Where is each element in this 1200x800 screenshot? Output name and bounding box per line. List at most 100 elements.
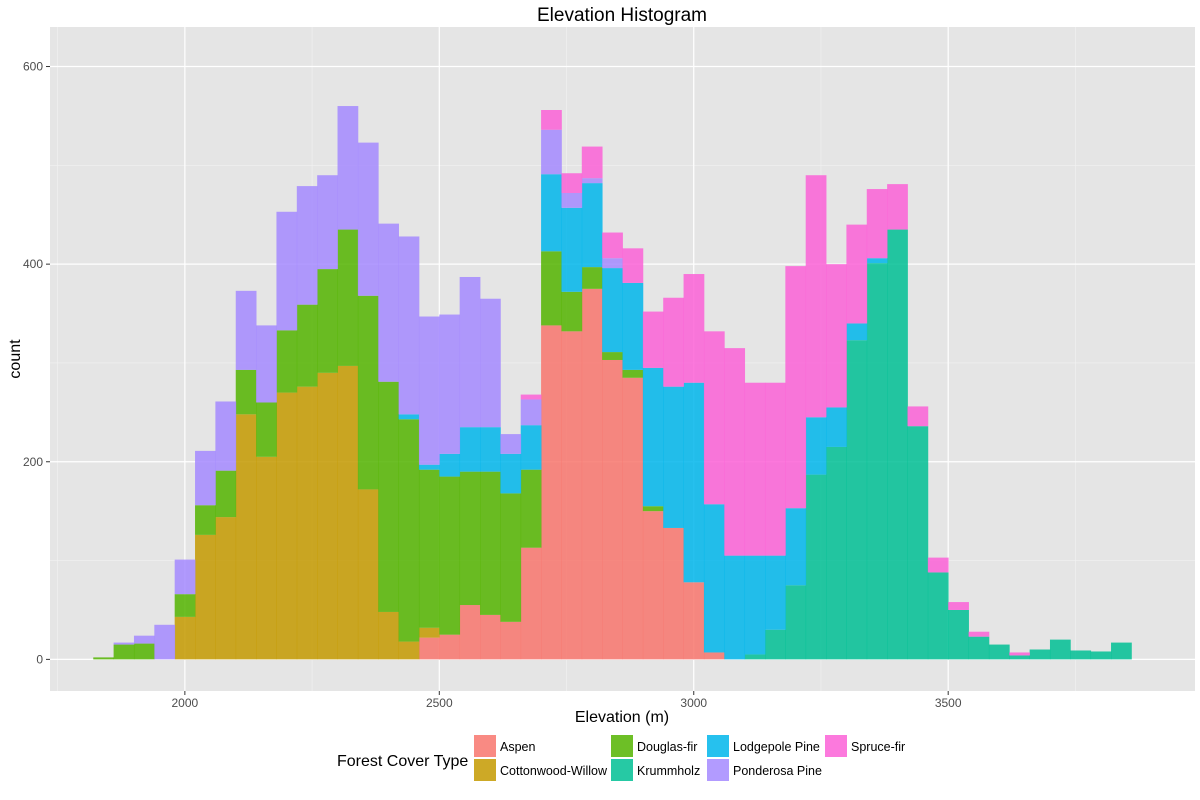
legend-label-ponderosa-pine: Ponderosa Pine — [733, 764, 822, 778]
bar-ponderosa-pine — [154, 624, 176, 660]
bar-ponderosa-pine — [215, 401, 237, 471]
legend-swatch-cottonwood-willow — [474, 759, 496, 781]
bar-ponderosa-pine — [439, 314, 461, 454]
bar-krummholz — [744, 654, 766, 660]
bar-cottonwood-willow — [276, 392, 298, 660]
bar-lodgepole-pine — [541, 174, 562, 252]
bar-lodgepole-pine — [724, 555, 746, 660]
bar-douglas-fir — [337, 229, 359, 366]
bar-ponderosa-pine — [602, 258, 623, 269]
bar-aspen — [683, 582, 705, 660]
legend-swatch-aspen — [474, 735, 496, 757]
bar-spruce-fir — [622, 248, 644, 283]
legend-swatch-ponderosa-pine — [707, 759, 729, 781]
bar-krummholz — [968, 636, 990, 660]
bar-cottonwood-willow — [398, 641, 420, 660]
histogram-bars — [93, 106, 1132, 660]
bar-spruce-fir — [602, 232, 623, 259]
bar-aspen — [663, 527, 684, 660]
bar-spruce-fir — [785, 266, 807, 509]
bar-aspen — [622, 377, 644, 660]
bar-krummholz — [927, 572, 949, 660]
bar-aspen — [418, 637, 440, 660]
bar-lodgepole-pine — [622, 282, 644, 370]
bar-krummholz — [785, 585, 807, 660]
bar-douglas-fir — [317, 269, 338, 373]
bar-lodgepole-pine — [480, 427, 501, 472]
bar-douglas-fir — [256, 402, 277, 457]
bar-lodgepole-pine — [520, 425, 542, 470]
bar-krummholz — [1111, 642, 1132, 660]
bar-krummholz — [1009, 655, 1031, 660]
bar-ponderosa-pine — [561, 193, 583, 208]
bar-ponderosa-pine — [520, 399, 542, 426]
bar-ponderosa-pine — [357, 142, 379, 296]
legend-label-lodgepole-pine: Lodgepole Pine — [733, 740, 820, 754]
bar-cottonwood-willow — [215, 517, 237, 660]
bar-douglas-fir — [215, 470, 237, 518]
legend-swatch-lodgepole-pine — [707, 735, 729, 757]
bar-spruce-fir — [907, 406, 929, 427]
bar-aspen — [500, 621, 522, 660]
bar-lodgepole-pine — [663, 386, 684, 528]
bar-spruce-fir — [541, 110, 562, 130]
bar-aspen — [602, 359, 623, 660]
bar-lodgepole-pine — [764, 555, 786, 630]
bar-douglas-fir — [276, 330, 298, 393]
bar-lodgepole-pine — [785, 508, 807, 586]
x-tick-label: 3500 — [935, 696, 962, 710]
bar-douglas-fir — [235, 369, 257, 415]
bar-douglas-fir — [561, 291, 583, 332]
x-axis: 2000 2500 3000 3500 — [172, 691, 962, 710]
bar-krummholz — [1049, 639, 1071, 660]
bar-douglas-fir — [418, 469, 440, 628]
bar-cottonwood-willow — [235, 414, 257, 660]
bar-douglas-fir — [459, 471, 481, 606]
bar-ponderosa-pine — [317, 175, 338, 270]
bar-lodgepole-pine — [703, 504, 725, 653]
bar-lodgepole-pine — [642, 367, 664, 507]
bar-douglas-fir — [581, 267, 603, 289]
bar-lodgepole-pine — [439, 453, 461, 477]
bar-krummholz — [1090, 651, 1112, 660]
bar-ponderosa-pine — [378, 223, 399, 382]
bar-spruce-fir — [764, 382, 786, 556]
bar-douglas-fir — [480, 471, 501, 615]
bar-lodgepole-pine — [459, 427, 481, 472]
bar-aspen — [520, 547, 542, 660]
bar-spruce-fir — [642, 311, 664, 368]
bar-lodgepole-pine — [418, 464, 440, 470]
x-tick-label: 2000 — [172, 696, 199, 710]
bar-aspen — [561, 331, 583, 660]
bar-cottonwood-willow — [337, 365, 359, 660]
bar-krummholz — [988, 644, 1010, 660]
bar-spruce-fir — [887, 184, 908, 230]
bar-ponderosa-pine — [195, 450, 216, 506]
bar-krummholz — [907, 426, 929, 660]
bar-aspen — [439, 634, 461, 660]
bar-krummholz — [764, 629, 786, 660]
bar-douglas-fir — [357, 295, 379, 490]
bar-spruce-fir — [561, 173, 583, 193]
bar-krummholz — [826, 446, 847, 660]
bar-ponderosa-pine — [398, 236, 420, 415]
bar-ponderosa-pine — [337, 106, 359, 230]
y-tick-label: 200 — [23, 455, 43, 469]
bar-lodgepole-pine — [500, 453, 522, 494]
bar-ponderosa-pine — [174, 559, 196, 595]
legend-label-cottonwood-willow: Cottonwood-Willow — [500, 764, 608, 778]
bar-lodgepole-pine — [561, 207, 583, 292]
bar-douglas-fir — [602, 352, 623, 360]
bar-krummholz — [1070, 650, 1092, 660]
bar-krummholz — [887, 229, 908, 660]
bar-ponderosa-pine — [418, 316, 440, 465]
bar-spruce-fir — [581, 146, 603, 179]
bar-douglas-fir — [622, 369, 644, 378]
bar-spruce-fir — [520, 394, 542, 400]
bar-douglas-fir — [439, 476, 461, 635]
bar-spruce-fir — [724, 348, 746, 556]
bar-lodgepole-pine — [846, 323, 868, 341]
bar-douglas-fir — [520, 469, 542, 548]
bar-ponderosa-pine — [500, 434, 522, 454]
